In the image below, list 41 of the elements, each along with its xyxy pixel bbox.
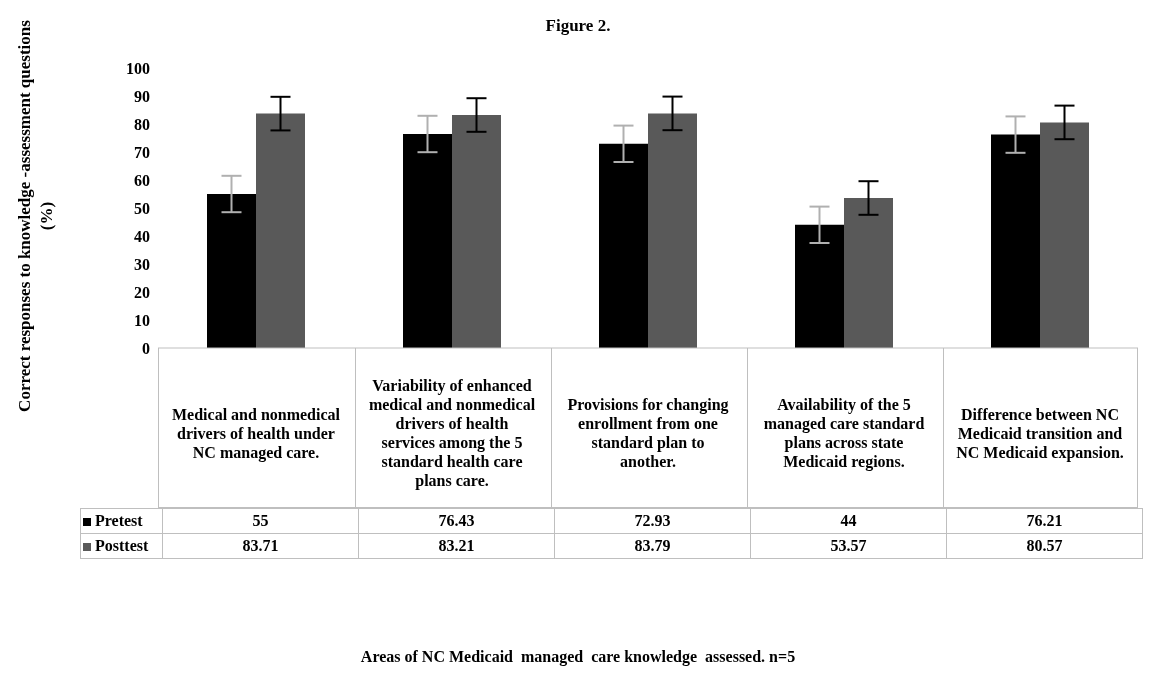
bar bbox=[991, 134, 1040, 348]
y-axis-title: Correct responses to knowledge -assessment questions (%) bbox=[14, 19, 57, 414]
y-tick-label: 10 bbox=[134, 311, 150, 329]
y-tick-label: 20 bbox=[134, 283, 150, 301]
y-tick-label: 90 bbox=[134, 87, 150, 105]
bar bbox=[256, 113, 305, 348]
x-tick-label: Availability of the 5 managed care standard plans across state Medicaid regions. bbox=[762, 395, 926, 473]
data-label: 44 bbox=[750, 508, 947, 534]
y-tick-label: 60 bbox=[134, 171, 150, 189]
y-tick-label: 50 bbox=[134, 199, 150, 217]
data-label: 76.21 bbox=[946, 508, 1143, 534]
y-tick-label: 40 bbox=[134, 227, 150, 245]
x-tick-label: Medical and nonmedical drivers of health under NC managed care. bbox=[171, 404, 341, 464]
data-label: 72.93 bbox=[554, 508, 751, 534]
legend-label: Pretest bbox=[80, 508, 163, 534]
text: Areas of NC Medicaid managed care knowledge assessed. n=5 bbox=[359, 648, 797, 666]
bar bbox=[648, 113, 697, 348]
legend-label: Posttest bbox=[80, 533, 163, 559]
x-tick-label: Difference between NC Medicaid transition and NC Medicaid expansion. bbox=[955, 404, 1125, 464]
y-tick-label: 70 bbox=[134, 143, 150, 161]
y-tick-label: 80 bbox=[134, 115, 150, 133]
chart-title: Figure 2. bbox=[545, 16, 611, 35]
data-label: 83.71 bbox=[162, 533, 359, 559]
data-label: 76.43 bbox=[358, 508, 555, 534]
data-label: 53.57 bbox=[750, 533, 947, 559]
data-label: 83.79 bbox=[554, 533, 751, 559]
bar bbox=[599, 143, 648, 348]
bar bbox=[844, 198, 893, 348]
y-tick-label: 100 bbox=[126, 59, 150, 77]
x-tick-label: Provisions for changing enrollment from one standard plan to another. bbox=[566, 395, 730, 472]
bar bbox=[1040, 122, 1089, 348]
bar bbox=[795, 224, 844, 348]
y-tick-label: 0 bbox=[142, 339, 150, 357]
data-label: 80.57 bbox=[946, 533, 1143, 559]
x-tick-label: Variability of enhanced medical and nonmedical drivers of health services among the 5 standard health care plans care. bbox=[367, 376, 537, 492]
bar bbox=[403, 134, 452, 348]
data-label: 83.21 bbox=[358, 533, 555, 559]
bar bbox=[207, 194, 256, 348]
y-tick-label: 30 bbox=[134, 255, 150, 273]
data-label: 55 bbox=[162, 508, 359, 534]
bar bbox=[452, 115, 501, 348]
